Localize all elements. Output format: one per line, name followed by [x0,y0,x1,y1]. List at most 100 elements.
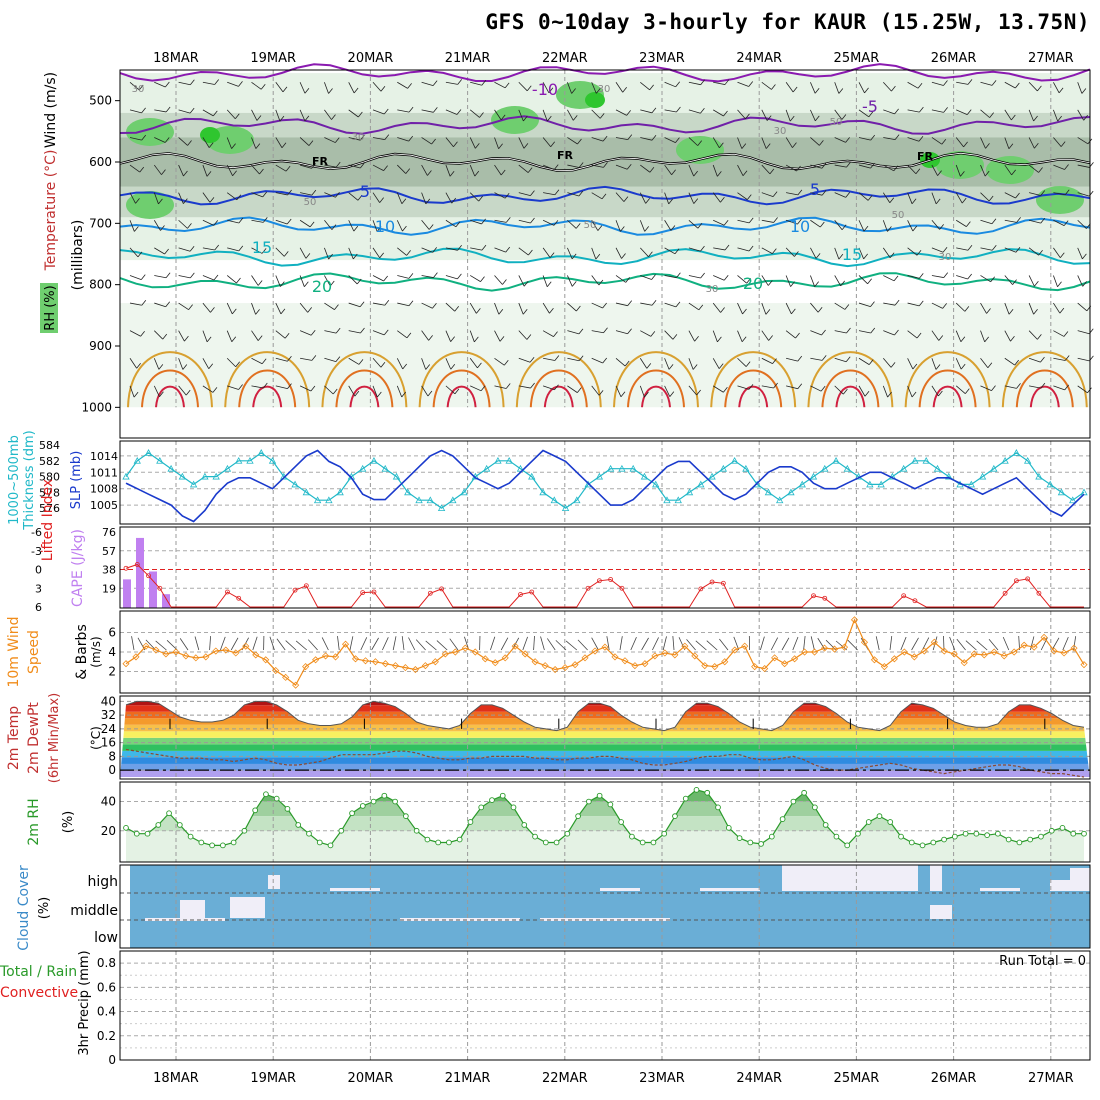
wind-barb [202,219,214,226]
isotherm [119,185,1091,206]
wind-barb-flag [843,388,848,395]
wind-barb [803,636,806,651]
wind-barb-flag [238,217,244,224]
wind-barb-flag [376,226,382,232]
wind-barb [640,164,651,173]
wind-barb [785,219,798,225]
wind-barb-flag [310,329,316,336]
wind-barb [810,302,819,313]
wind-speed-marker [122,660,130,668]
date-label-bottom: 21MAR [445,1071,491,1086]
wind-barb-flag [967,79,973,85]
rh-moist-blob [1036,186,1084,214]
cape-tick-label: 57 [102,545,116,558]
rh-marker [327,842,334,849]
wind-barb [737,385,750,390]
wind-barb [251,109,258,121]
wind-barb [907,81,919,89]
wind-barb [445,137,454,148]
thickness-marker [1069,496,1077,504]
wind-barb [883,109,895,115]
thickness-marker [359,464,367,472]
wind-barb [761,81,772,90]
label-2m-dewpt: 2m DewPt [26,702,42,774]
wind-barb-flag [1012,279,1017,285]
wind-barb [640,247,649,257]
li-tick-label: -6 [31,526,42,539]
wind-barb-flag [135,198,140,204]
wind-barb-flag [311,189,317,196]
wind-barb-flag [773,382,778,389]
wind-barb-flag [1015,82,1020,89]
wind-barb-flag [1040,382,1046,389]
rh-marker [553,839,560,846]
wind-barb-flag [741,336,747,342]
wind-barb-flag [989,112,994,118]
rh-marker [381,792,388,799]
wind-barb [324,275,331,287]
wind-barb [785,330,796,339]
wind-barb-flag [1083,115,1089,121]
wind-barb-flag [696,389,701,396]
wind-speed-marker [810,648,819,656]
wind-barb [858,109,870,118]
rh-marker [564,830,571,837]
wind-barb-flag [627,300,633,306]
wind-barb [445,81,458,85]
wind-barb-flag [287,189,292,196]
wind-speed-marker [262,656,270,664]
wind-barb-flag [427,170,432,176]
wind-barb-flag [845,356,851,363]
wind-barb-flag [141,134,147,141]
wind-barb [226,192,238,201]
contour-label: 10 [790,217,810,236]
wind-barb [372,164,384,171]
wind-barb [834,164,847,168]
rh-marker [510,804,517,811]
rh-moist-blob [936,151,984,179]
wind-barb-flag [965,388,970,394]
wind-barb-flag [578,355,584,362]
thickness-marker [573,496,581,504]
wind-barb-flag [771,84,776,90]
wind-barb-flag [578,328,584,335]
wind-barb [664,385,671,397]
wind-barb-flag [377,391,382,398]
wind-barb [615,220,621,232]
wind-barb [275,109,281,122]
temp-band [120,724,1090,732]
wind-speed-marker [631,662,639,670]
wind-barb-flag [235,361,241,367]
wind-barb-flag [401,391,407,398]
wind-barb-flag [693,170,698,177]
thickness-marker [1023,456,1032,464]
wind-barb [858,247,865,260]
wind-barb-flag [479,112,484,118]
wind-barb-flag [814,115,820,122]
wind-barb-flag [717,171,722,177]
wind-speed-marker [950,650,958,658]
wind-barb [251,219,264,223]
wind-barb-flag [526,85,532,92]
wind-barb-flag [1040,190,1046,196]
isotherm-surface [835,385,866,408]
wind-barb [518,330,528,340]
wind-barb [397,81,408,89]
wind-barb [591,164,604,168]
wind-barb-flag [158,198,163,205]
wind-barb [469,330,475,343]
cloud-clear-patch [870,880,890,888]
wind-barb [1077,247,1083,260]
contour-label: 20 [312,277,332,296]
wind-barb [178,247,191,252]
thickness-marker [415,496,423,504]
rh-marker [456,836,463,843]
isotherm-surface [1001,351,1088,408]
wind-speed-marker [830,645,839,653]
wind-barb [1029,385,1041,389]
wind-barb [1028,109,1034,122]
wind-barb [299,82,306,94]
wind-barb [664,164,672,176]
wind-barb-flag [789,115,795,122]
